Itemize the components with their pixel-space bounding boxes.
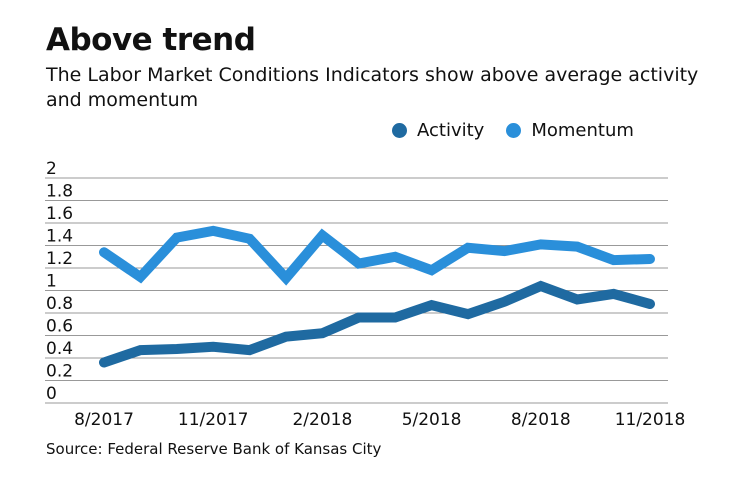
legend-item-activity: Activity xyxy=(392,120,484,141)
x-tick-label: 8/2017 xyxy=(74,410,134,430)
legend-item-momentum: Momentum xyxy=(506,120,634,141)
legend-label: Momentum xyxy=(531,120,634,141)
momentum-dot-icon xyxy=(506,123,522,138)
activity-dot-icon xyxy=(392,123,407,138)
x-tick-label: 11/2017 xyxy=(178,410,249,430)
series-line-activity xyxy=(99,280,655,368)
x-tick-label: 11/2018 xyxy=(615,410,686,430)
legend: Activity Momentum xyxy=(392,120,634,141)
y-tick-label: 1.4 xyxy=(46,227,73,247)
x-tick-label: 8/2018 xyxy=(511,410,571,430)
y-tick-label: 1.8 xyxy=(46,182,73,202)
y-tick-label: 1.6 xyxy=(46,204,73,224)
y-tick-label: 2 xyxy=(46,159,57,179)
series-line-momentum xyxy=(99,225,655,286)
x-tick-label: 2/2018 xyxy=(292,410,352,430)
y-tick-label: 0.4 xyxy=(46,339,73,359)
y-tick-label: 1.2 xyxy=(46,249,73,269)
y-tick-label: 1 xyxy=(46,272,57,292)
y-tick-label: 0.2 xyxy=(46,362,73,382)
chart-subtitle: The Labor Market Conditions Indicators s… xyxy=(46,64,699,111)
legend-label: Activity xyxy=(417,120,485,141)
y-tick-label: 0.8 xyxy=(46,294,73,314)
source-note: Source: Federal Reserve Bank of Kansas C… xyxy=(46,440,382,458)
y-tick-label: 0.6 xyxy=(46,317,73,337)
x-tick-label: 5/2018 xyxy=(402,410,462,430)
chart-title: Above trend xyxy=(46,22,256,58)
y-tick-label: 0 xyxy=(46,384,57,404)
